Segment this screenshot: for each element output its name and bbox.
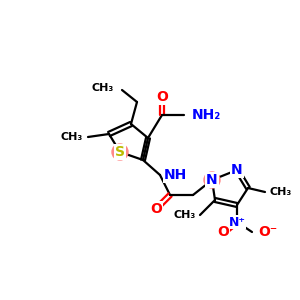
Circle shape — [112, 144, 128, 160]
Text: CH₃: CH₃ — [174, 210, 196, 220]
Text: CH₃: CH₃ — [269, 187, 291, 197]
Text: N: N — [231, 163, 243, 177]
Text: O: O — [217, 225, 229, 239]
Text: CH₃: CH₃ — [61, 132, 83, 142]
Text: NH₂: NH₂ — [192, 108, 221, 122]
Text: O: O — [156, 90, 168, 104]
Text: S: S — [115, 145, 125, 159]
Text: N: N — [206, 173, 218, 187]
Text: NH: NH — [164, 168, 187, 182]
Text: O: O — [150, 202, 162, 216]
Text: N⁺: N⁺ — [229, 215, 245, 229]
Text: CH₃: CH₃ — [92, 83, 114, 93]
Text: O⁻: O⁻ — [258, 225, 277, 239]
Circle shape — [204, 172, 220, 188]
